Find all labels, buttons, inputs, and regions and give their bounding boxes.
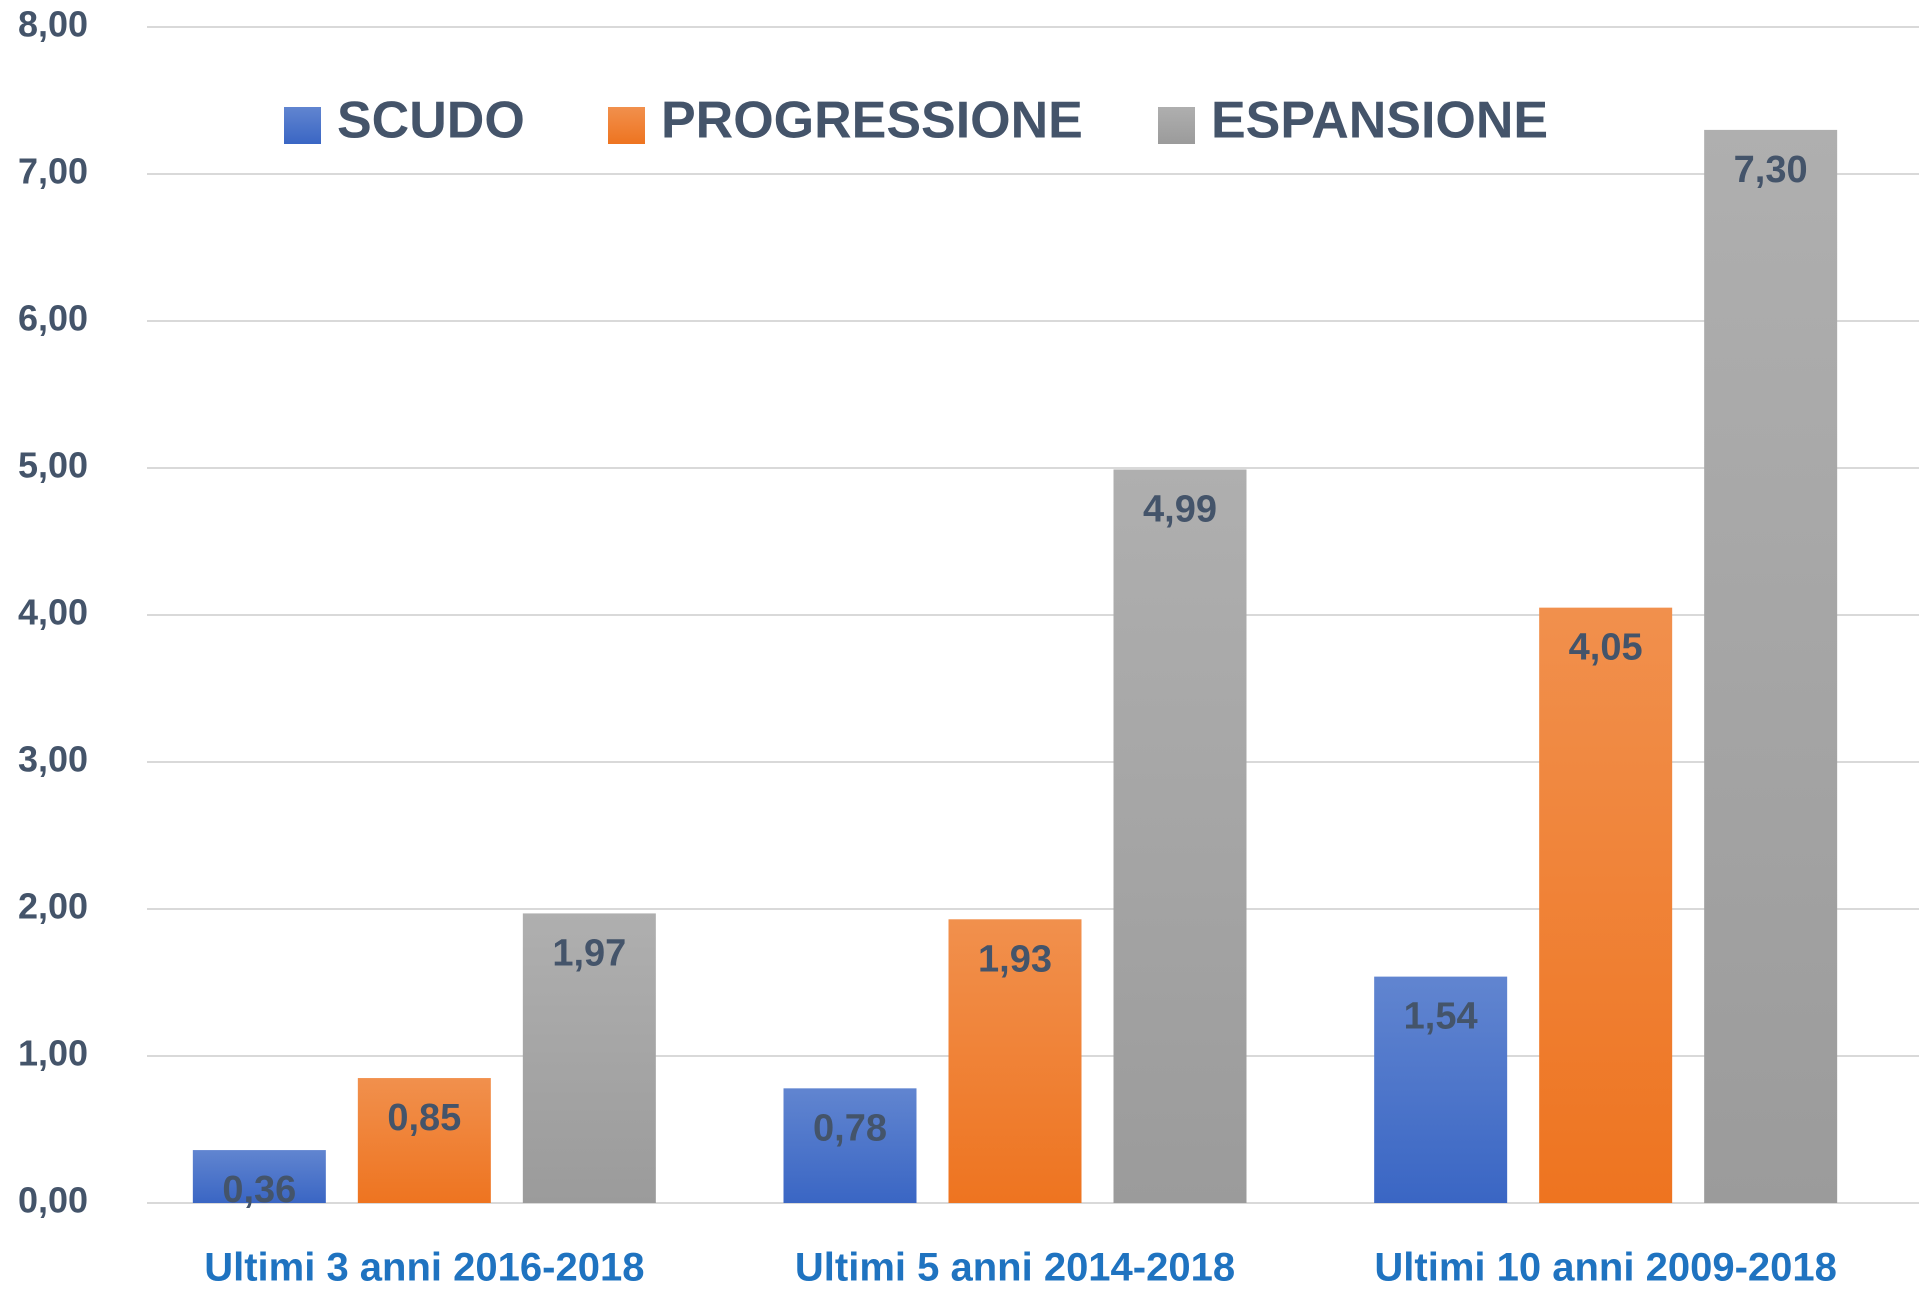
y-tick-label: 4,00 (18, 592, 88, 633)
y-tick-label: 6,00 (18, 298, 88, 339)
x-tick-label: Ultimi 3 anni 2016-2018 (204, 1246, 644, 1290)
data-label: 1,54 (1404, 996, 1478, 1038)
data-label: 1,97 (552, 932, 626, 974)
x-tick-label: Ultimi 10 anni 2009-2018 (1374, 1246, 1836, 1290)
bar (1113, 469, 1247, 1204)
data-label: 4,05 (1569, 627, 1643, 669)
data-label: 0,85 (387, 1097, 461, 1139)
data-label: 7,30 (1734, 149, 1808, 191)
bar (522, 913, 656, 1203)
data-label: 0,36 (222, 1169, 296, 1211)
data-label: 4,99 (1143, 489, 1217, 531)
y-tick-label: 2,00 (18, 886, 88, 927)
legend-label: SCUDO (337, 92, 525, 150)
bar (783, 1088, 917, 1203)
y-tick-label: 5,00 (18, 445, 88, 486)
bar (948, 919, 1082, 1203)
legend-label: ESPANSIONE (1211, 92, 1548, 150)
y-tick-label: 3,00 (18, 739, 88, 780)
bar (192, 1150, 326, 1203)
bar (1539, 607, 1673, 1203)
legend-swatch (608, 107, 645, 144)
bar (1704, 129, 1838, 1203)
legend-swatch (284, 107, 321, 144)
data-label: 1,93 (978, 938, 1052, 980)
y-tick-label: 7,00 (18, 151, 88, 192)
legend-label: PROGRESSIONE (661, 92, 1083, 150)
bar (357, 1078, 491, 1203)
y-tick-label: 8,00 (18, 4, 88, 45)
x-tick-label: Ultimi 5 anni 2014-2018 (795, 1246, 1235, 1290)
y-tick-label: 1,00 (18, 1033, 88, 1074)
y-tick-label: 0,00 (18, 1180, 88, 1221)
data-label: 0,78 (813, 1107, 887, 1149)
legend-swatch (1158, 107, 1195, 144)
bar (1374, 976, 1508, 1203)
